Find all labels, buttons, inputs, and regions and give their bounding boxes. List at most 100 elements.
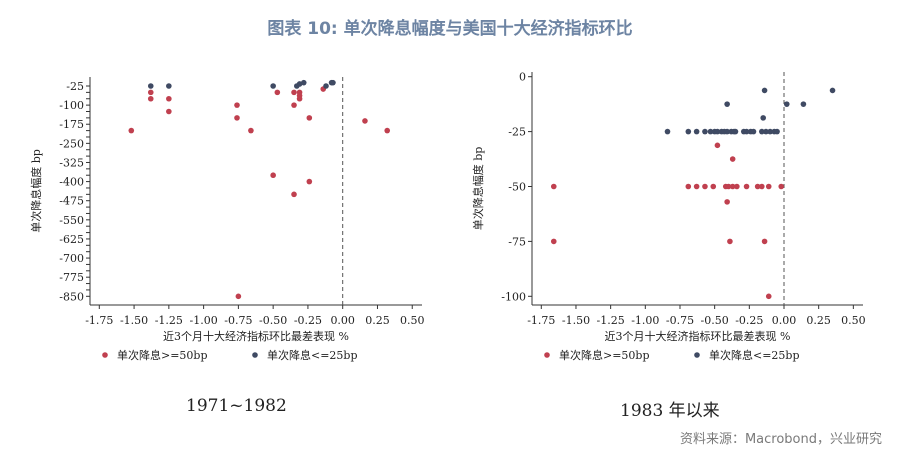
data-point [743,183,750,190]
x-tick-label: -1.25 [155,314,183,327]
x-tick-label: -1.75 [527,314,555,327]
data-point [270,83,276,89]
subtitle-right: 1983 年以来 [620,401,720,421]
data-point [330,79,336,86]
data-point [714,128,721,135]
data-point [291,89,297,96]
x-axis-label: 近3个月十大经济指标环比最差表现 % [605,329,791,343]
data-point [710,183,717,190]
x-tick-label: -0.25 [735,314,763,327]
data-point [147,83,154,89]
data-point [248,127,254,134]
x-axis-label: 近3个月十大经济指标环比最差表现 % [163,329,349,343]
data-point [128,127,135,134]
y-tick-label: -700 [59,252,84,265]
data-point [384,127,391,134]
y-tick-label: -25 [66,80,84,93]
y-tick-label: -25 [508,126,526,139]
data-point [234,102,240,108]
data-point [778,183,785,190]
data-point [306,115,313,121]
figure-title: 图表 10: 单次降息幅度与美国十大经济指标环比 [267,19,633,39]
x-tick-label: -1.50 [120,314,148,327]
series-le25bp [664,87,836,135]
legend-marker [544,352,550,358]
data-point [734,183,740,190]
y-tick-label: -325 [59,156,84,169]
data-point [774,128,780,135]
chart-panel-0: -1.75 -1.50 -1.25 -1.00 -0.75 -0.50 -0.25 0.00 0… [29,77,424,362]
x-tick-label: 0.25 [806,314,831,327]
data-point [291,191,297,198]
data-point [761,238,768,245]
x-tick-label: -1.50 [562,314,590,327]
data-point [767,128,773,135]
data-point [300,79,307,86]
x-tick-label: -0.50 [701,314,729,327]
data-point [166,95,172,102]
x-tick-label: 0.00 [330,314,355,327]
y-tick-label: -175 [59,118,84,131]
data-point [166,108,172,115]
data-point [763,128,769,135]
data-point [727,238,733,245]
y-tick-label: 0 [519,71,526,84]
series-le25bp [147,79,336,89]
data-point [759,183,765,190]
legend-label: 单次降息<=25bp [709,348,800,362]
legend-label: 单次降息>=50bp [559,348,650,362]
y-tick-label: -850 [59,290,84,303]
data-point [732,128,739,135]
x-tick-label: -0.50 [259,314,287,327]
subtitle-left: 1971~1982 [186,396,287,416]
data-point [702,128,708,135]
data-point [754,183,761,190]
y-tick-label: -550 [59,214,84,227]
data-point [166,83,172,89]
data-point [724,101,730,107]
legend-marker [102,352,108,358]
y-axis-label: 单次降息幅度 bp [471,147,485,231]
y-tick-label: -250 [59,137,84,150]
x-tick-label: -0.75 [224,314,252,327]
x-tick-label: -1.75 [85,314,113,327]
y-tick-label: -75 [508,235,526,248]
y-axis-label: 单次降息幅度 bp [29,149,43,233]
data-point [693,183,700,190]
data-point [829,87,836,94]
data-point [783,101,790,107]
data-point [234,115,240,121]
data-point [147,95,154,102]
data-point [550,183,557,190]
data-point [362,118,368,124]
x-tick-label: -1.25 [597,314,625,327]
data-point [724,128,730,135]
data-point [296,95,303,102]
data-point [274,89,281,96]
data-point [714,142,721,149]
y-tick-label: -475 [59,195,84,208]
data-point [761,87,768,94]
y-tick-label: -400 [59,176,84,189]
data-point [235,293,242,300]
data-point [724,199,730,205]
series-ge50bp [550,142,785,300]
legend-label: 单次降息<=25bp [267,348,358,362]
data-point [147,89,154,96]
x-tick-label: 0.50 [400,314,425,327]
legend-marker [252,352,258,358]
y-tick-label: -775 [59,271,84,284]
x-tick-label: -1.00 [190,314,218,327]
x-tick-label: 0.50 [841,314,866,327]
data-point [685,128,692,135]
data-point [550,238,557,245]
data-point [306,178,313,185]
data-point [725,183,732,190]
data-point [693,128,700,135]
data-point [800,101,807,107]
data-point [323,83,329,89]
series-ge50bp [128,86,391,300]
data-point [765,183,772,190]
data-point [685,183,692,190]
